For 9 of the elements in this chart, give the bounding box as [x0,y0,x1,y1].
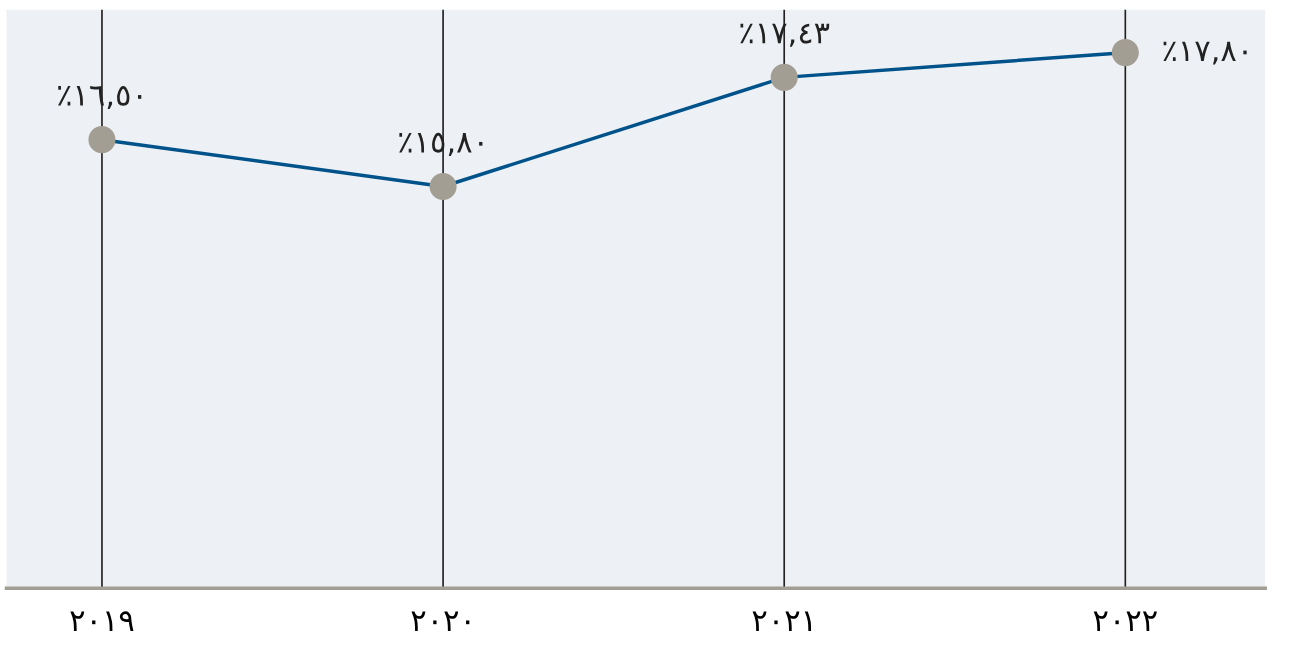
data-label: ٪١٧,٨٠ [1163,41,1247,65]
point [1111,39,1139,67]
x-tick-label: ٢٠٢١ [752,611,812,631]
x-tick-label: ٢٠٢٢ [1093,611,1157,631]
x-tick-label: ٢٠٢٠ [411,611,470,631]
point [429,172,457,201]
point [88,126,116,154]
x-tick-label: ٢٠١٩ [70,611,134,631]
point [770,63,798,91]
